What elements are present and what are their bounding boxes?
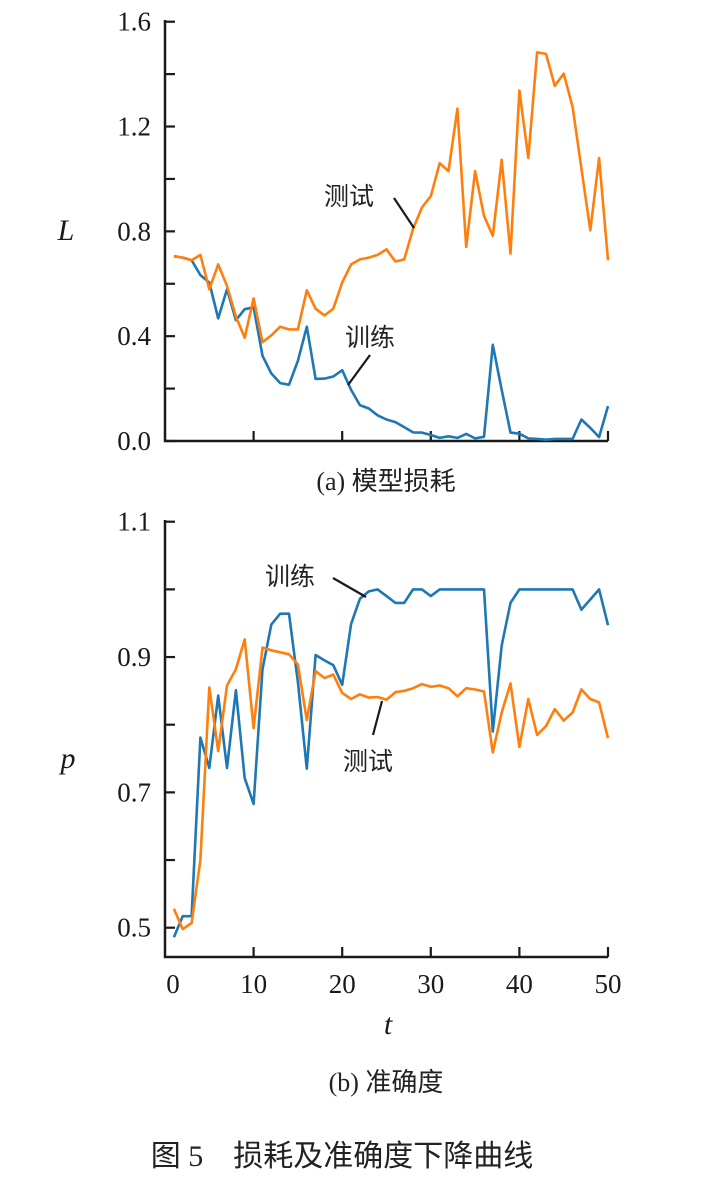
figure-caption: 图 5 损耗及准确度下降曲线 bbox=[151, 1140, 534, 1173]
loss-chart-caption: (a) 模型损耗 bbox=[316, 467, 455, 496]
series-line-test bbox=[172, 638, 610, 931]
accuracy-chart-caption: (b) 准确度 bbox=[329, 1068, 444, 1097]
y-tick-label: 0.9 bbox=[117, 642, 151, 672]
series-line-train bbox=[172, 588, 610, 938]
y-tick-label: 0.7 bbox=[117, 777, 151, 807]
loss-train-annotation-leader bbox=[347, 354, 371, 386]
y-tick-label: 1.2 bbox=[117, 112, 151, 142]
series-line-test bbox=[173, 51, 610, 344]
axis-spines bbox=[163, 20, 608, 443]
loss-test-annotation-leader bbox=[393, 197, 415, 229]
accuracy-train-annotation-leader bbox=[332, 577, 367, 598]
accuracy-test-annotation-leader bbox=[371, 700, 384, 736]
y-tick-label: 1.6 bbox=[117, 7, 151, 37]
y-tick-label: 0.5 bbox=[117, 913, 151, 943]
series-line-train bbox=[173, 254, 610, 441]
accuracy-chart: 0.5 0.7 0.9 1.1 0 10 20 30 40 50 bbox=[117, 507, 621, 999]
accuracy-x-axis-label: t bbox=[384, 1008, 393, 1041]
loss-train-annotation: 训练 bbox=[345, 323, 395, 352]
loss-test-annotation: 测试 bbox=[324, 182, 374, 211]
accuracy-train-annotation: 训练 bbox=[265, 562, 315, 591]
x-tick-label: 10 bbox=[240, 969, 267, 999]
accuracy-y-axis-label: p bbox=[59, 742, 76, 775]
y-tick-label: 0.0 bbox=[117, 426, 151, 456]
loss-y-axis-label: L bbox=[57, 214, 75, 247]
x-tick-label: 40 bbox=[506, 969, 533, 999]
x-tick-label: 50 bbox=[595, 969, 622, 999]
y-tick-label: 0.8 bbox=[117, 216, 151, 246]
x-tick-label: 30 bbox=[417, 969, 444, 999]
x-tick-label: 20 bbox=[329, 969, 356, 999]
accuracy-test-annotation: 测试 bbox=[343, 747, 393, 776]
y-tick-label: 0.4 bbox=[117, 321, 151, 351]
x-tick-label: 0 bbox=[166, 969, 180, 999]
y-tick-label: 1.1 bbox=[117, 507, 151, 537]
loss-chart: 0.0 0.4 0.8 1.2 1.6 bbox=[117, 7, 610, 456]
axis-spines bbox=[163, 520, 608, 959]
